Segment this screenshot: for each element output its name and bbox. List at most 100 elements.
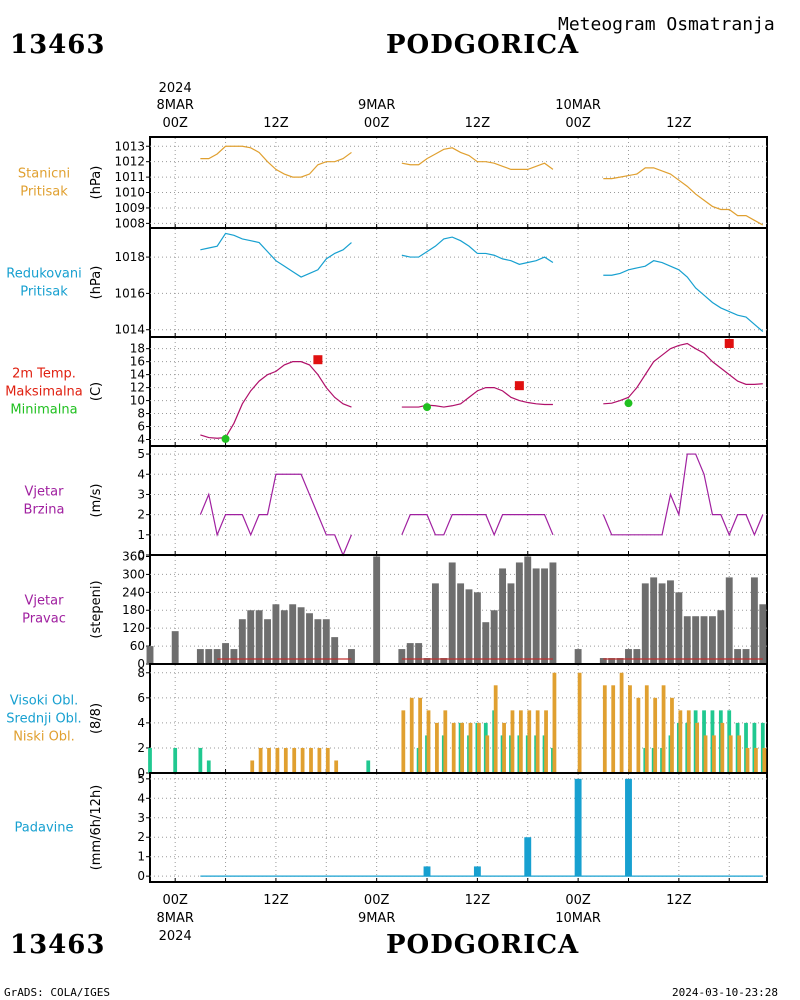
low-cloud-bar [300,747,305,773]
low-cloud-bar [619,672,624,773]
low-cloud-bar [712,735,716,773]
panel-label: Stanicni [18,167,70,182]
low-cloud-bar [636,697,641,773]
low-cloud-bar [670,697,674,773]
wind-direction-bar [708,616,716,664]
wind-direction-bar [222,643,229,664]
panel-label: Srednji Obl. [6,712,81,727]
top-hour-label: 12Z [666,116,692,131]
wind-direction-bar [406,643,414,664]
high-cloud-bar [198,747,203,773]
y-axis-label: (C) [89,382,104,401]
y-axis-label: (hPa) [89,166,104,200]
low-cloud-bar [686,710,691,773]
low-cloud-bar [292,747,297,773]
wind-direction-bar [650,577,658,664]
low-cloud-bar [644,685,649,773]
low-cloud-bar [401,710,406,773]
wind-direction-bar [398,649,406,664]
bottom-hour-label: 12Z [263,893,289,908]
panel-frame-clouds [149,663,768,774]
precipitation-bar [473,866,481,877]
station-name-bottom: PODGORICA [386,930,580,960]
low-cloud-bar [754,747,758,773]
panel-label: Visoki Obl. [10,694,78,709]
low-cloud-bar [661,685,666,773]
wind-direction-bar [171,631,179,664]
wind-direction-bar [499,568,507,664]
y-tick-label: 4 [137,791,145,805]
meteogram-title: Meteogram Osmatranja [558,14,775,35]
wind-direction-bar [549,562,557,664]
wind-direction-bar [247,610,255,664]
min-temp-marker [221,434,230,443]
low-cloud-bar [602,685,607,773]
wind-direction-bar [465,589,473,664]
y-tick-label: 0 [137,548,145,562]
wind-direction-bar [146,646,154,664]
top-hour-label: 00Z [364,116,390,131]
y-axis-label: (hPa) [89,266,104,300]
y-tick-label: 6 [137,420,145,434]
panel-label: Redukovani [6,267,81,282]
y-tick-label: 120 [122,621,145,635]
top-hour-label: 00Z [565,116,591,131]
series-line-segment [401,514,554,537]
wind-direction-bar [196,649,204,664]
wind-direction-bar [482,622,490,664]
bottom-day-label: 9MAR [358,911,395,926]
y-tick-label: 3 [137,487,145,501]
wind-direction-bar [331,637,339,664]
panel-frame-precipitation [149,772,768,883]
wind-direction-bar [616,658,624,664]
min-temp-marker [423,403,432,412]
bottom-hour-label: 00Z [162,893,188,908]
top-hour-label: 12Z [263,116,289,131]
y-tick-label: 8 [137,666,145,680]
wind-direction-bar [667,580,674,664]
y-tick-label: 4 [137,433,145,447]
wind-direction-bar [423,658,431,664]
low-cloud-bar [653,697,658,773]
wind-direction-bar [473,592,481,664]
wind-direction-bar [717,610,725,664]
low-cloud-bar [535,710,540,773]
panel-frame-reduced_pressure [149,227,768,338]
low-cloud-bar [737,735,742,773]
min-temp-marker [624,399,633,408]
low-cloud-bar [703,735,708,773]
low-cloud-bar [443,710,448,773]
y-tick-label: 240 [122,585,145,599]
y-tick-label: 1010 [114,186,145,200]
wind-direction-bar [750,577,758,664]
panel-label: Pravac [22,612,66,627]
y-axis-label: (mm/6h/12h) [89,785,104,871]
y-tick-label: 0 [137,766,145,780]
wind-direction-bar [608,658,616,664]
low-cloud-bar [426,710,431,773]
wind-direction-bar [641,583,649,664]
y-tick-label: 3 [137,811,145,825]
low-cloud-bar [250,760,255,773]
low-cloud-bar [745,747,750,773]
panel-frame-temperature [149,336,768,447]
wind-direction-bar [599,658,607,664]
y-tick-label: 1008 [114,216,145,230]
top-year-label: 2024 [159,81,192,96]
precipitation-bar [574,778,582,877]
series-line-segment [199,473,353,557]
precipitation-bar [524,837,532,877]
low-cloud-bar [502,722,506,773]
series-line-segment [603,342,763,405]
wind-direction-bar [683,616,691,664]
wind-direction-bar [264,619,271,664]
bottom-hour-label: 00Z [565,893,591,908]
y-tick-label: 1018 [114,250,145,264]
wind-direction-bar [742,649,750,664]
wind-direction-bar [700,616,708,664]
y-tick-label: 14 [130,368,145,382]
wind-direction-bar [541,568,548,664]
panel-label: Maksimalna [5,385,83,400]
wind-direction-bar [415,643,423,664]
low-cloud-bar [728,735,733,773]
